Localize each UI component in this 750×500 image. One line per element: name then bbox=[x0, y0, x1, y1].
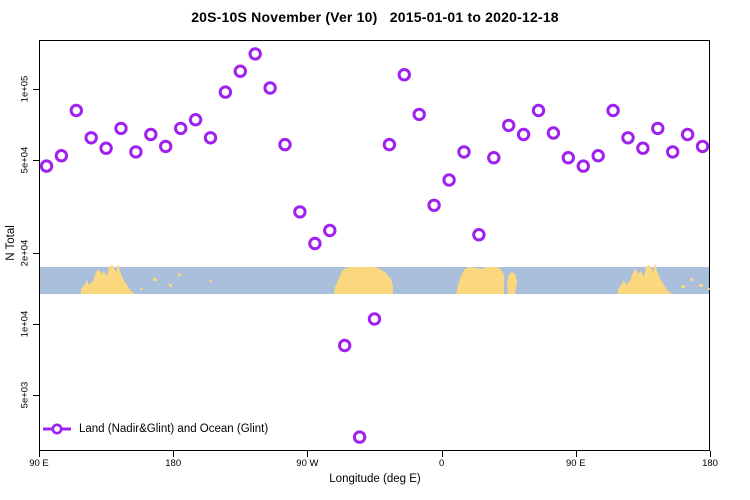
x-tick-label: 90 E bbox=[566, 458, 586, 469]
legend: Land (Nadir&Glint) and Ocean (Glint) bbox=[42, 423, 268, 435]
y-tick-mark bbox=[33, 394, 39, 396]
x-tick-mark bbox=[710, 451, 711, 457]
legend-label: Land (Nadir&Glint) and Ocean (Glint) bbox=[79, 423, 269, 435]
x-tick-label: 0 bbox=[438, 458, 445, 469]
map-island bbox=[178, 273, 181, 276]
x-tick-mark bbox=[575, 451, 577, 457]
y-tick-label: 1e+05 bbox=[19, 75, 31, 103]
map-island bbox=[209, 280, 212, 282]
x-tick-label: 180 bbox=[165, 458, 182, 469]
y-tick-mark bbox=[33, 89, 39, 90]
x-tick-label: 180 bbox=[702, 458, 718, 469]
y-tick-label: 2e+04 bbox=[19, 239, 31, 267]
y-axis-title: N Total bbox=[5, 225, 17, 261]
map-land-madagascar bbox=[507, 272, 517, 294]
chart-title: 20S-10S November (Ver 10) 2015-01-01 to … bbox=[191, 9, 559, 25]
y-tick-label: 5e+04 bbox=[19, 146, 31, 174]
plot-area: Land (Nadir&Glint) and Ocean (Glint) bbox=[39, 40, 710, 451]
map-island bbox=[169, 284, 172, 287]
y-tick-mark bbox=[33, 253, 39, 255]
map-island bbox=[707, 288, 710, 290]
map-land-south-america bbox=[334, 267, 393, 294]
x-tick-mark bbox=[39, 451, 40, 457]
x-axis-title: Longitude (deg E) bbox=[329, 473, 421, 485]
y-tick-label: 5e+03 bbox=[19, 381, 31, 409]
y-tick-mark bbox=[33, 159, 39, 161]
map-island bbox=[699, 284, 703, 287]
map-land-africa bbox=[456, 267, 504, 294]
map-island bbox=[153, 278, 157, 281]
x-tick-mark bbox=[307, 451, 309, 457]
legend-marker-icon bbox=[43, 423, 71, 435]
x-tick-label: 90 E bbox=[29, 458, 49, 469]
y-tick-mark bbox=[33, 324, 39, 325]
map-island bbox=[140, 288, 143, 290]
map-island bbox=[681, 285, 685, 288]
map-island bbox=[690, 278, 693, 281]
x-tick-mark bbox=[173, 451, 175, 457]
y-tick-label: 1e+04 bbox=[19, 310, 31, 338]
x-tick-label: 90 W bbox=[296, 458, 319, 469]
x-tick-mark bbox=[441, 451, 443, 457]
